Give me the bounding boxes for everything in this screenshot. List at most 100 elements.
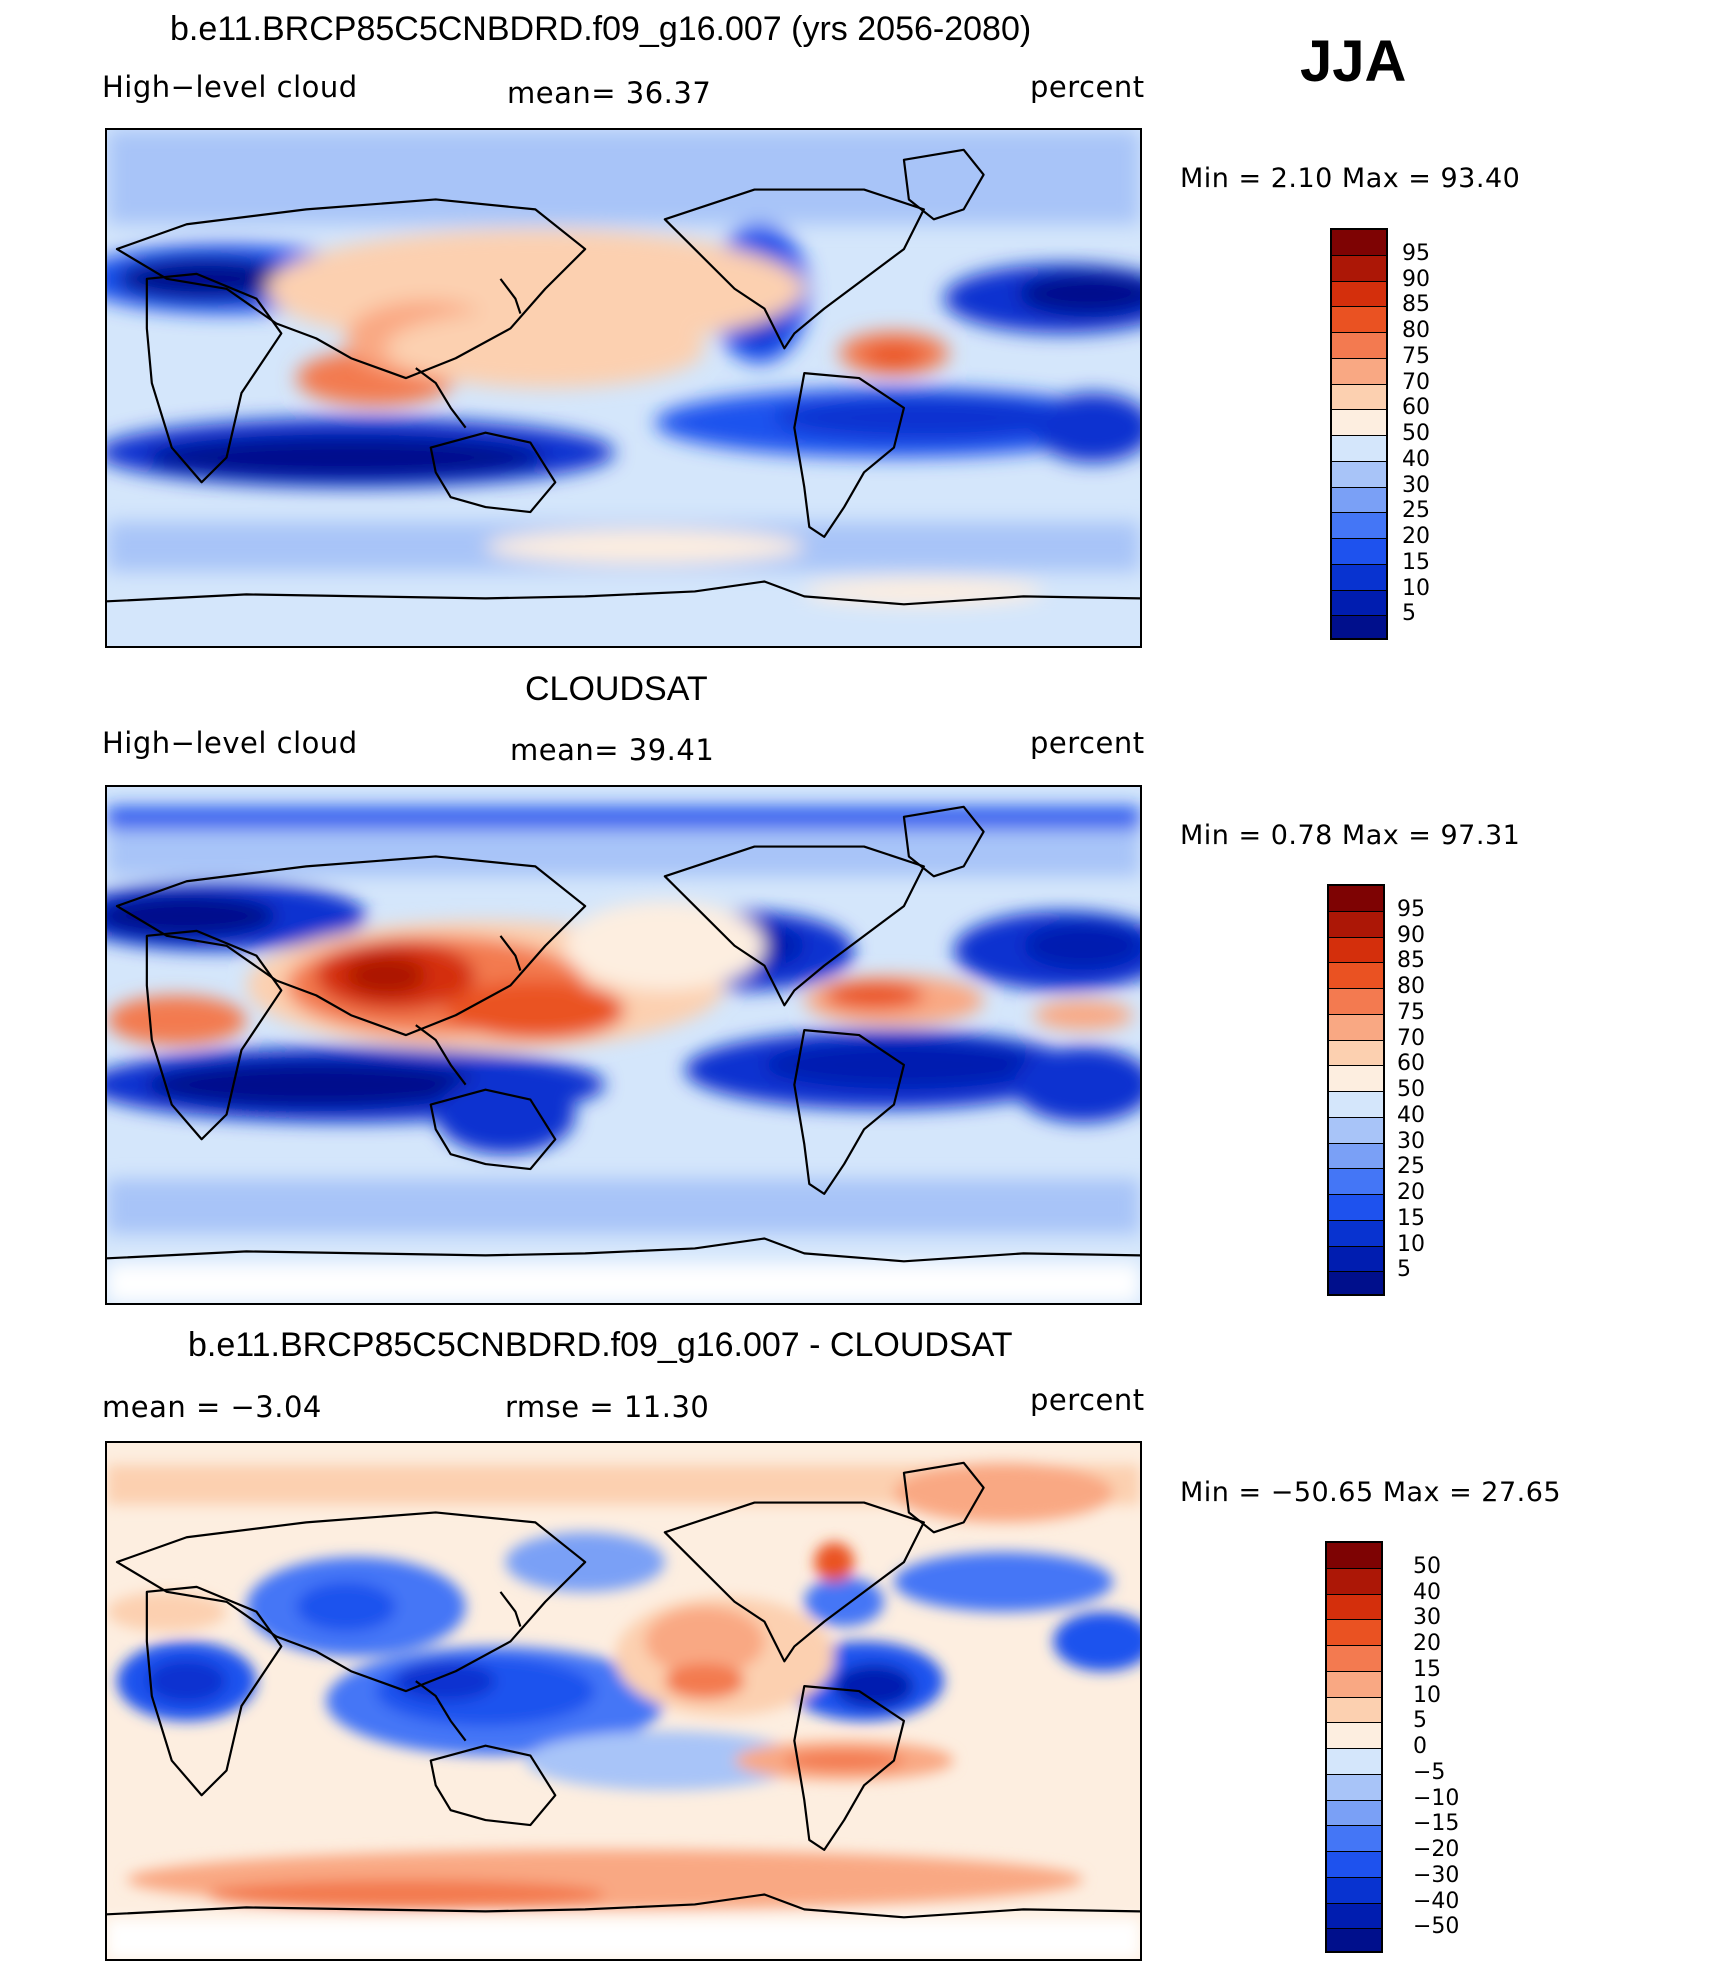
colorbar-tick-label: 80	[1397, 974, 1425, 999]
colorbar-swatch	[1329, 1040, 1383, 1067]
colorbar-tick-label: 20	[1402, 524, 1430, 549]
panel-obs-mean-label: mean= 39.41	[510, 733, 715, 767]
colorbar-tick-label: 20	[1397, 1180, 1425, 1205]
panel-obs-map-canvas	[107, 787, 1140, 1303]
colorbar-tick-label: 15	[1413, 1656, 1441, 1682]
panel-model-map-canvas	[107, 130, 1140, 646]
colorbar-swatch	[1332, 616, 1386, 638]
colorbar-tick-label: 50	[1397, 1077, 1425, 1102]
panel-model-mean-label: mean= 36.37	[507, 76, 712, 110]
colorbar-swatch	[1329, 1117, 1383, 1144]
colorbar-swatch	[1332, 564, 1386, 591]
colorbar-swatch	[1327, 1877, 1381, 1904]
colorbar-swatch	[1332, 281, 1386, 308]
colorbar-tick-label: 40	[1413, 1579, 1441, 1605]
colorbar-tick-label: 80	[1402, 318, 1430, 343]
colorbar-swatch	[1329, 1066, 1383, 1092]
colorbar-swatch	[1329, 937, 1383, 964]
colorbar-tick-label: −30	[1413, 1862, 1460, 1888]
colorbar-swatch	[1329, 1169, 1383, 1195]
panel-diff-rmse-label: rmse = 11.30	[505, 1390, 710, 1424]
colorbar-tick-label: 95	[1397, 896, 1425, 922]
panel-obs-variable-label: High−level cloud	[102, 726, 358, 760]
colorbar-swatch	[1329, 1246, 1383, 1273]
colorbar-tick-label: 85	[1397, 948, 1425, 974]
colorbar-swatch	[1327, 1852, 1381, 1878]
panel-obs-colorbar	[1327, 884, 1385, 1296]
panel-obs-units-label: percent	[1030, 726, 1145, 760]
panel-obs-map	[105, 785, 1142, 1305]
panel-obs-title: CLOUDSAT	[525, 670, 708, 708]
colorbar-tick-label: −40	[1413, 1888, 1460, 1914]
colorbar-tick-label: 30	[1397, 1128, 1425, 1154]
colorbar-tick-label: 70	[1402, 369, 1430, 395]
colorbar-swatch	[1332, 590, 1386, 617]
colorbar-swatch	[1329, 911, 1383, 938]
colorbar-swatch	[1329, 1272, 1383, 1294]
colorbar-tick-label: 10	[1397, 1231, 1425, 1257]
colorbar-swatch	[1329, 1195, 1383, 1221]
colorbar-swatch	[1327, 1826, 1381, 1852]
colorbar-tick-label: 75	[1397, 999, 1425, 1025]
colorbar-tick-label: 85	[1402, 292, 1430, 318]
colorbar-swatch	[1327, 1543, 1381, 1569]
colorbar-tick-label: 15	[1397, 1205, 1425, 1231]
panel-diff-map	[105, 1441, 1142, 1961]
panel-obs-minmax: Min = 0.78 Max = 97.31	[1180, 820, 1521, 851]
colorbar-swatch	[1327, 1800, 1381, 1827]
colorbar-swatch	[1332, 487, 1386, 514]
colorbar-swatch	[1332, 384, 1386, 411]
colorbar-swatch	[1329, 886, 1383, 912]
colorbar-tick-label: 0	[1413, 1734, 1427, 1759]
colorbar-tick-label: 10	[1402, 575, 1430, 601]
colorbar-swatch	[1327, 1594, 1381, 1621]
colorbar-tick-label: 25	[1397, 1154, 1425, 1180]
panel-diff-minmax: Min = −50.65 Max = 27.65	[1180, 1477, 1562, 1508]
colorbar-swatch	[1332, 461, 1386, 488]
colorbar-tick-label: −50	[1413, 1914, 1460, 1940]
colorbar-tick-label: 5	[1413, 1708, 1427, 1734]
colorbar-swatch	[1329, 963, 1383, 989]
panel-model-variable-label: High−level cloud	[102, 70, 358, 104]
colorbar-swatch	[1327, 1697, 1381, 1724]
colorbar-tick-label: −10	[1413, 1785, 1460, 1811]
colorbar-tick-label: 50	[1413, 1553, 1441, 1579]
colorbar-swatch	[1332, 539, 1386, 565]
colorbar-swatch	[1327, 1646, 1381, 1672]
colorbar-swatch	[1332, 410, 1386, 436]
colorbar-swatch	[1327, 1568, 1381, 1595]
panel-diff-units-label: percent	[1030, 1383, 1145, 1417]
colorbar-tick-label: 70	[1397, 1025, 1425, 1051]
colorbar-tick-label: 95	[1402, 240, 1430, 266]
season-label: JJA	[1300, 29, 1407, 94]
panel-model-colorbar	[1330, 228, 1388, 640]
colorbar-tick-label: −15	[1413, 1811, 1460, 1837]
colorbar-swatch	[1329, 1143, 1383, 1170]
colorbar-swatch	[1329, 1220, 1383, 1247]
colorbar-swatch	[1332, 436, 1386, 462]
colorbar-tick-label: 20	[1413, 1631, 1441, 1656]
panel-model-map	[105, 128, 1142, 648]
colorbar-tick-label: 30	[1402, 472, 1430, 498]
panel-model-units-label: percent	[1030, 70, 1145, 104]
colorbar-swatch	[1327, 1903, 1381, 1930]
colorbar-tick-label: −5	[1413, 1759, 1446, 1785]
panel-model-title: b.e11.BRCP85C5CNBDRD.f09_g16.007 (yrs 20…	[170, 10, 1032, 48]
colorbar-swatch	[1329, 1014, 1383, 1041]
colorbar-swatch	[1332, 255, 1386, 282]
colorbar-swatch	[1329, 989, 1383, 1015]
colorbar-swatch	[1327, 1929, 1381, 1951]
colorbar-tick-label: −20	[1413, 1837, 1460, 1862]
colorbar-tick-label: 90	[1402, 266, 1430, 292]
panel-model-minmax: Min = 2.10 Max = 93.40	[1180, 163, 1521, 194]
colorbar-tick-label: 60	[1402, 395, 1430, 421]
colorbar-tick-label: 40	[1402, 446, 1430, 472]
panel-diff-map-canvas	[107, 1443, 1140, 1959]
colorbar-tick-label: 40	[1397, 1102, 1425, 1128]
panel-diff-title: b.e11.BRCP85C5CNBDRD.f09_g16.007 - CLOUD…	[188, 1326, 1013, 1364]
colorbar-swatch	[1332, 358, 1386, 385]
colorbar-tick-label: 60	[1397, 1051, 1425, 1077]
panel-diff-colorbar	[1325, 1541, 1383, 1953]
colorbar-swatch	[1332, 230, 1386, 256]
colorbar-swatch	[1332, 307, 1386, 333]
